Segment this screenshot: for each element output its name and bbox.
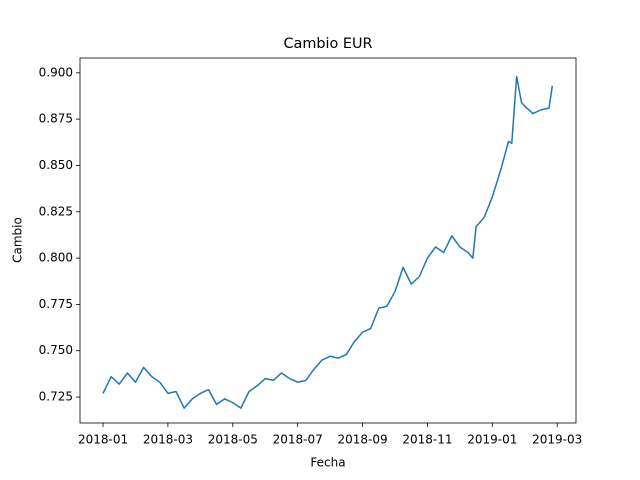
- axes-frame: [79, 57, 577, 424]
- x-axis-label: Fecha: [310, 456, 345, 470]
- y-tick-label: 0.725: [39, 390, 73, 404]
- x-tick-label: 2018-03: [143, 433, 193, 447]
- x-tick-label: 2019-03: [532, 433, 582, 447]
- y-tick-label: 0.900: [39, 65, 73, 79]
- x-tick-label: 2018-05: [208, 433, 258, 447]
- y-tick-label: 0.875: [39, 112, 73, 126]
- x-tick-label: 2018-01: [78, 433, 128, 447]
- x-tick-label: 2018-07: [273, 433, 323, 447]
- chart-title: Cambio EUR: [283, 36, 372, 52]
- y-tick-label: 0.800: [39, 251, 73, 265]
- y-tick-label: 0.750: [39, 343, 73, 357]
- x-tick-label: 2018-09: [337, 433, 387, 447]
- x-tick-label: 2018-11: [402, 433, 452, 447]
- data-line: [102, 75, 554, 409]
- y-tick-label: 0.775: [39, 297, 73, 311]
- y-tick-label: 0.850: [39, 158, 73, 172]
- y-axis-label: Cambio: [11, 217, 25, 263]
- x-tick-label: 2019-01: [467, 433, 517, 447]
- y-tick-label: 0.825: [39, 204, 73, 218]
